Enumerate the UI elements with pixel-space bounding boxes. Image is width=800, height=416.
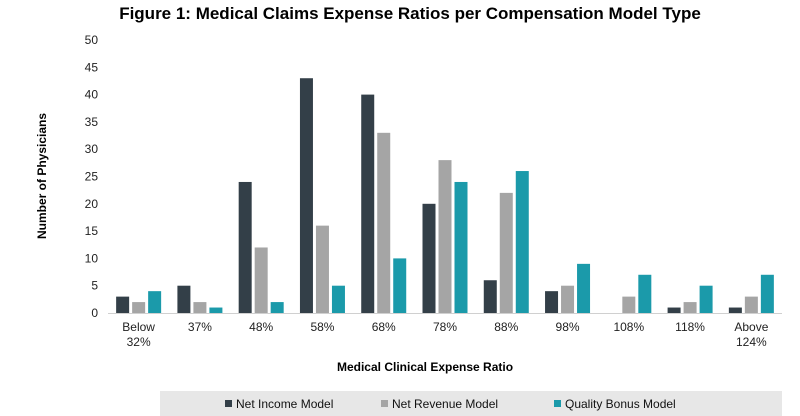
bar-quality-bonus-model — [148, 291, 162, 313]
bar-quality-bonus-model — [638, 274, 652, 313]
x-tick-label: 78% — [433, 320, 457, 334]
x-tick-label: 58% — [310, 320, 334, 334]
bar-net-income-model — [238, 181, 252, 313]
bar-quality-bonus-model — [209, 307, 223, 313]
x-axis-label: Medical Clinical Expense Ratio — [337, 360, 513, 374]
legend-box — [160, 391, 782, 416]
bar-net-revenue-model — [683, 302, 697, 313]
x-tick-label: 98% — [556, 320, 580, 334]
y-tick-label: 50 — [85, 33, 99, 47]
bar-net-income-model — [545, 291, 559, 313]
y-tick-label: 15 — [85, 224, 99, 238]
bar-quality-bonus-model — [699, 285, 713, 313]
bar-net-income-model — [728, 307, 742, 313]
x-tick-label: 118% — [675, 320, 705, 334]
y-axis-ticks: 0 5 10 15 20 25 30 35 40 45 50 — [85, 33, 99, 320]
x-tick-label: 48% — [249, 320, 273, 334]
x-axis-ticks: Below 32% 37% 48% 58% 68% 78% 88% 98% 108% 118% Abo… — [122, 320, 768, 349]
bar-net-revenue-model — [377, 132, 391, 313]
bars — [116, 78, 774, 313]
legend-label: Net Revenue Model — [392, 397, 498, 411]
x-tick-label: Below 32% — [122, 320, 155, 349]
y-tick-label: 30 — [85, 142, 99, 156]
x-tick-label: 108% — [613, 320, 644, 334]
x-tick-label: 88% — [494, 320, 518, 334]
bar-quality-bonus-model — [454, 181, 468, 313]
y-tick-label: 25 — [85, 170, 99, 184]
bar-net-income-model — [177, 285, 191, 313]
bar-quality-bonus-model — [331, 285, 345, 313]
legend-swatch — [381, 400, 388, 407]
chart-title: Figure 1: Medical Claims Expense Ratios … — [119, 4, 701, 23]
bar-net-revenue-model — [438, 160, 452, 313]
bar-net-revenue-model — [132, 302, 146, 313]
bar-net-revenue-model — [254, 247, 268, 313]
legend-swatch — [225, 400, 232, 407]
legend-label: Quality Bonus Model — [565, 397, 676, 411]
bar-net-revenue-model — [193, 302, 207, 313]
bar-net-revenue-model — [499, 192, 513, 313]
bar-quality-bonus-model — [760, 274, 774, 313]
legend-swatch — [554, 400, 561, 407]
bar-net-income-model — [422, 203, 436, 313]
y-tick-label: 5 — [91, 279, 98, 293]
bar-net-revenue-model — [561, 285, 575, 313]
bar-net-income-model — [483, 280, 497, 313]
bar-quality-bonus-model — [577, 263, 591, 313]
bar-net-revenue-model — [622, 296, 636, 313]
legend-label: Net Income Model — [236, 397, 333, 411]
bar-net-income-model — [299, 78, 313, 313]
bar-net-revenue-model — [315, 225, 329, 313]
y-tick-label: 40 — [85, 88, 99, 102]
x-tick-label: Above 124% — [734, 320, 768, 349]
y-tick-label: 45 — [85, 60, 99, 74]
y-axis-label: Number of Physicians — [35, 113, 49, 239]
y-tick-label: 10 — [85, 251, 99, 265]
bar-net-revenue-model — [744, 296, 758, 313]
bar-quality-bonus-model — [270, 302, 284, 313]
y-tick-label: 0 — [91, 306, 98, 320]
y-tick-label: 35 — [85, 115, 99, 129]
bar-quality-bonus-model — [515, 171, 529, 313]
bar-net-income-model — [116, 296, 130, 313]
bar-quality-bonus-model — [393, 258, 407, 313]
bar-net-income-model — [361, 94, 375, 313]
legend: Net Income Model Net Revenue Model Quality… — [160, 391, 782, 416]
x-tick-label: 37% — [188, 320, 212, 334]
bar-net-income-model — [667, 307, 681, 313]
y-tick-label: 20 — [85, 197, 99, 211]
x-tick-label: 68% — [372, 320, 396, 334]
